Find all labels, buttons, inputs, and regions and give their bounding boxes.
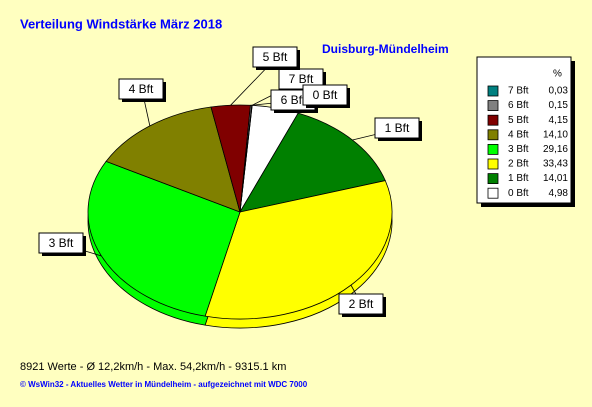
label-box	[38, 232, 84, 254]
legend-swatch	[487, 114, 499, 126]
legend-value: 14,01	[543, 173, 568, 184]
slice-label: 6 Bft	[281, 93, 306, 107]
legend-label: 4 Bft	[508, 129, 529, 140]
slice-label: 3 Bft	[49, 236, 74, 250]
legend-value: 0,03	[549, 86, 569, 97]
legend-value: 0,15	[549, 100, 569, 111]
slice-label: 7 Bft	[289, 72, 314, 86]
legend-swatch	[487, 129, 499, 141]
footer: 8921 Werte - Ø 12,2km/h - Max. 54,2km/h …	[20, 361, 286, 373]
legend-label: 1 Bft	[508, 173, 529, 184]
label-box	[118, 78, 164, 100]
legend-label: 7 Bft	[508, 86, 529, 97]
legend-label: 3 Bft	[508, 144, 529, 155]
legend-swatch	[487, 158, 499, 170]
legend-swatch	[487, 173, 499, 185]
legend-label: 6 Bft	[508, 100, 529, 111]
legend-header: %	[553, 69, 562, 80]
legend-swatch	[487, 100, 499, 111]
label-box	[278, 68, 324, 90]
label-box	[302, 84, 348, 106]
legend-value: 4,98	[549, 188, 569, 199]
legend-value: 4,15	[549, 115, 569, 126]
legend-label: 0 Bft	[508, 188, 529, 199]
slice-label: 4 Bft	[129, 82, 154, 96]
legend-value: 14,10	[543, 129, 568, 140]
slice-label: 0 Bft	[313, 88, 338, 102]
slice	[239, 112, 386, 213]
slice	[204, 180, 393, 320]
slice-label: 1 Bft	[385, 121, 410, 135]
legend-swatch	[487, 85, 499, 97]
label-box	[374, 117, 420, 139]
chart-title: Verteilung Windstärke März 2018	[20, 16, 222, 31]
legend-label: 2 Bft	[508, 159, 529, 170]
legend-value: 29,16	[543, 144, 568, 155]
legend-label: 5 Bft	[508, 115, 529, 126]
credit: © WsWin32 - Aktuelles Wetter in Mündelhe…	[20, 380, 308, 389]
slice-label: 2 Bft	[349, 297, 374, 311]
legend-value: 33,43	[543, 159, 568, 170]
label-box	[338, 293, 384, 315]
label-box	[252, 46, 298, 68]
legend-swatch	[487, 143, 499, 155]
chart-subtitle: Duisburg-Mündelheim	[322, 42, 449, 56]
legend-swatch	[487, 187, 499, 199]
slice-label: 5 Bft	[263, 50, 288, 64]
